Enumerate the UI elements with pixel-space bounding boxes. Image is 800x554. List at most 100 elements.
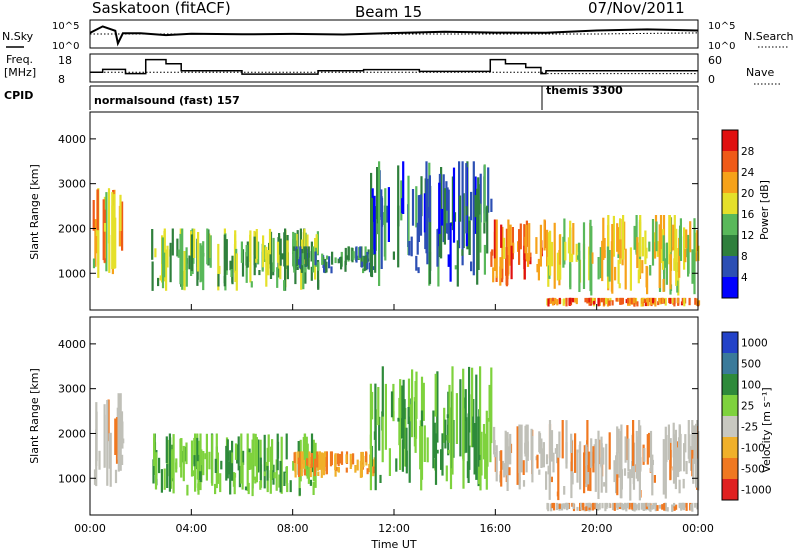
scatter-cell xyxy=(303,433,306,473)
scatter-cell xyxy=(307,457,310,484)
scatter-cell xyxy=(589,219,592,292)
velocity-colorbar-tick: 500 xyxy=(741,359,761,371)
scatter-cell xyxy=(281,253,284,260)
scatter-cell xyxy=(678,502,681,508)
scatter-cell xyxy=(238,465,241,488)
scatter-cell xyxy=(414,421,418,439)
scatter-cell xyxy=(637,504,640,509)
cpid-strip: CPID normalsound (fast) 157 themis 3300 xyxy=(4,84,699,110)
scatter-cell xyxy=(524,236,527,254)
scatter-cell xyxy=(458,195,462,222)
scatter-cell xyxy=(385,205,388,223)
scatter-cell xyxy=(107,399,110,442)
scatter-cell xyxy=(237,436,240,471)
scatter-cell xyxy=(179,233,182,285)
scatter-cell xyxy=(585,506,588,512)
scatter-cell xyxy=(659,215,663,260)
scatter-cell xyxy=(103,223,107,232)
nave-tick-low: 0 xyxy=(708,73,715,86)
scatter-cell xyxy=(493,219,496,259)
scatter-cell xyxy=(310,251,313,262)
velocity-colorbar-swatch xyxy=(722,479,738,500)
scatter-cell xyxy=(636,301,639,307)
scatter-cell xyxy=(678,425,681,464)
scatter-cell xyxy=(503,463,506,478)
scatter-cell xyxy=(335,467,338,471)
scatter-cell xyxy=(259,439,262,472)
scatter-cell xyxy=(154,475,158,490)
scatter-cell xyxy=(249,452,252,470)
scatter-cell xyxy=(218,265,221,274)
scatter-cell xyxy=(673,506,676,511)
scatter-cell xyxy=(665,435,668,463)
scatter-cell xyxy=(665,242,668,285)
scatter-cell xyxy=(640,502,643,510)
scatter-cell xyxy=(536,454,539,469)
scatter-cell xyxy=(293,452,296,463)
scatter-cell xyxy=(365,255,368,264)
scatter-cell xyxy=(438,233,441,258)
scatter-cell xyxy=(185,442,188,465)
scatter-cell xyxy=(572,502,575,509)
scatter-cell xyxy=(696,230,699,251)
scatter-cell xyxy=(429,185,432,271)
scatter-cell xyxy=(161,237,164,264)
scatter-cell xyxy=(650,505,653,510)
scatter-cell xyxy=(362,268,365,274)
scatter-cell xyxy=(633,225,636,250)
x-tick-label: 16:00 xyxy=(479,522,511,535)
scatter-cell xyxy=(583,507,586,512)
scatter-cell xyxy=(518,229,521,265)
scatter-cell xyxy=(558,234,561,265)
scatter-cell xyxy=(520,424,523,473)
velocity-colorbar-tick: -500 xyxy=(741,464,765,476)
power-colorbar-swatch xyxy=(722,214,738,235)
scatter-cell xyxy=(624,248,627,290)
scatter-cell xyxy=(395,458,398,472)
scatter-cell xyxy=(182,463,185,482)
scatter-cell xyxy=(490,251,493,267)
scatter-cell xyxy=(504,430,507,476)
scatter-cell xyxy=(666,507,669,512)
scatter-cell xyxy=(464,389,467,422)
scatter-cell xyxy=(276,441,280,459)
scatter-cell xyxy=(226,439,229,479)
scatter-cell xyxy=(489,396,492,463)
scatter-cell xyxy=(507,219,510,274)
scatter-cell xyxy=(662,278,665,292)
time-axis-label: Time UT xyxy=(370,538,416,551)
scatter-cell xyxy=(276,241,280,262)
scatter-cell xyxy=(302,243,305,290)
scatter-cell xyxy=(620,469,623,490)
scatter-cell xyxy=(423,193,426,233)
scatter-cell xyxy=(312,246,315,273)
scatter-cell xyxy=(248,452,251,470)
scatter-cell xyxy=(633,506,636,512)
scatter-cell xyxy=(597,257,600,280)
scatter-cell xyxy=(683,502,686,508)
scatter-cell xyxy=(316,231,319,256)
scatter-cell xyxy=(501,268,504,283)
scatter-cell xyxy=(654,297,657,307)
scatter-cell xyxy=(523,259,526,280)
scatter-cell xyxy=(446,210,449,224)
scatter-cell xyxy=(154,248,157,258)
scatter-cell xyxy=(151,229,154,260)
scatter-cell xyxy=(152,459,155,484)
scatter-cell xyxy=(648,502,651,511)
velocity-colorbar-tick: 100 xyxy=(741,380,761,392)
scatter-cell xyxy=(644,230,647,265)
power-colorbar-swatch xyxy=(722,193,738,214)
scatter-cell xyxy=(693,450,696,464)
scatter-cell xyxy=(199,441,202,472)
scatter-cell xyxy=(606,246,609,277)
scatter-cell xyxy=(553,502,556,511)
scatter-cell xyxy=(616,502,619,510)
scatter-cell xyxy=(627,471,630,479)
scatter-cell xyxy=(440,449,443,470)
scatter-cell xyxy=(196,461,199,480)
scatter-cell xyxy=(688,297,691,306)
scatter-cell xyxy=(602,217,605,260)
scatter-cell xyxy=(646,434,649,465)
scatter-cell xyxy=(655,221,658,252)
